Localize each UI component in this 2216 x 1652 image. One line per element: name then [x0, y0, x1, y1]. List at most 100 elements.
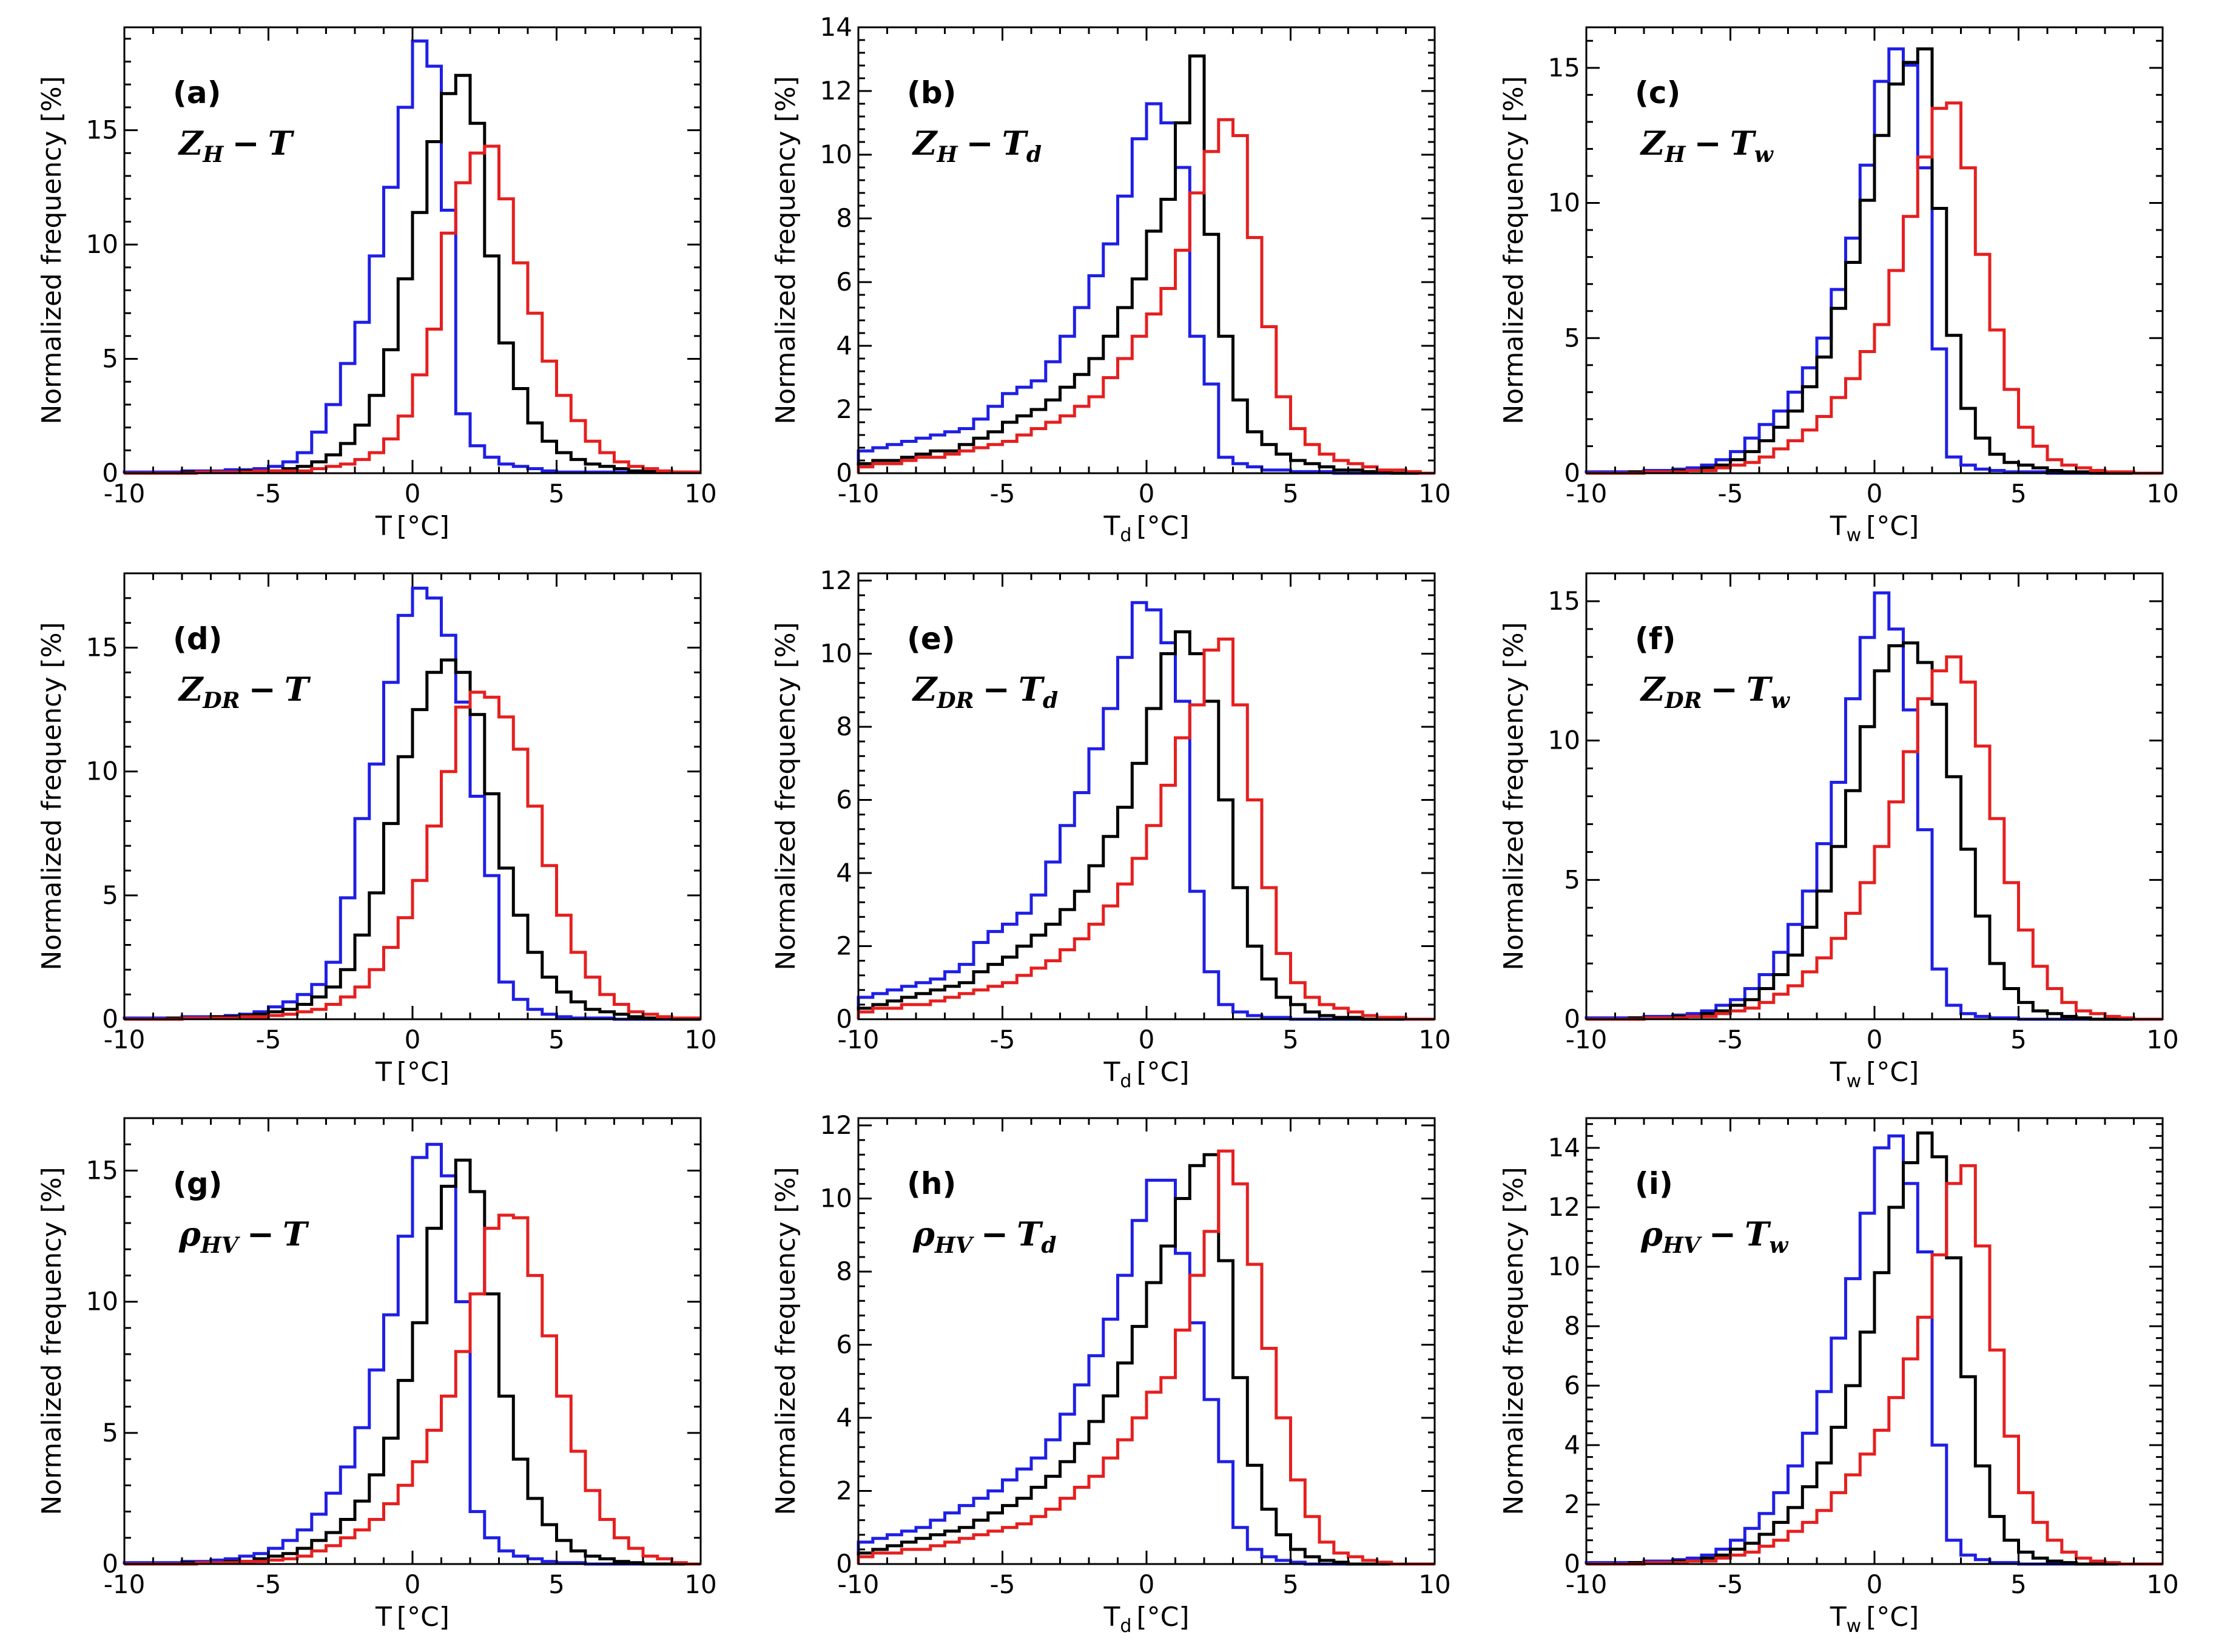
x-tick-label-e: -10: [838, 1025, 880, 1054]
x-axis-label-base: T: [1830, 511, 1847, 542]
y-axis-label-f: Normalized frequency [%]: [1498, 622, 1529, 970]
panel-e: -10 -5 0 5 10 0 2 4 6 8 10 12 Normalized frequency […: [770, 565, 1451, 1092]
formula-minus: −: [983, 670, 1010, 709]
x-axis-label-sub: d: [1120, 1616, 1131, 1637]
y-tick-label-e: 4: [836, 858, 852, 888]
y-tick-label-f: 10: [1548, 726, 1580, 755]
formula-var-sub: d: [1041, 1233, 1056, 1258]
y-tick-label-e: 0: [836, 1004, 852, 1034]
formula-var: T: [1017, 1215, 1043, 1253]
x-axis-label-unit: [°C]: [1866, 511, 1919, 542]
y-tick-label-e: 8: [836, 712, 852, 741]
panel-letter-c: (c): [1635, 75, 1680, 110]
series-red-c: [1586, 101, 2163, 475]
formula-base: ρ: [178, 1215, 201, 1253]
formula-sub: H: [202, 142, 224, 167]
panel-b: -10 -5 0 5 10 0 2 4 6 8 10 12 14 Normalized frequency…: [770, 12, 1451, 546]
x-tick-label-i: -10: [1566, 1569, 1608, 1599]
x-axis-label-sub: w: [1847, 1071, 1862, 1092]
x-tick-label-c: -10: [1566, 479, 1608, 508]
series-black-h: [857, 1153, 1435, 1566]
panel-a: -10 -5 0 5 10 0 5 10 15 Normalized frequency [%] T…: [36, 26, 717, 542]
y-axis-label-d: Normalized frequency [%]: [36, 622, 67, 970]
y-tick-label-c: 0: [1564, 458, 1580, 488]
y-tick-label-b: 8: [836, 203, 852, 233]
y-tick-label-b: 14: [820, 12, 852, 42]
x-tick-label-b: -5: [990, 479, 1015, 508]
formula-minus: −: [981, 1215, 1008, 1253]
panel-letter-a: (a): [173, 75, 221, 110]
x-tick-label-g: 0: [405, 1569, 421, 1599]
x-tick-label-e: 5: [1282, 1025, 1299, 1054]
panel-formula-f: ZDR − Tw: [1640, 670, 1791, 713]
y-tick-label-d: 15: [86, 633, 118, 662]
series-blue-e: [857, 601, 1435, 1021]
y-tick-label-h: 0: [836, 1549, 852, 1579]
y-tick-label-h: 10: [820, 1184, 852, 1213]
y-tick-label-e: 2: [836, 931, 852, 961]
y-axis-label-g: Normalized frequency [%]: [36, 1167, 67, 1515]
series-red-f: [1586, 655, 2163, 1021]
x-axis-label-c: Tw [°C]: [1830, 511, 1919, 546]
series-black-b: [857, 54, 1435, 475]
y-tick-label-i: 0: [1564, 1549, 1580, 1579]
x-tick-label-c: 10: [2146, 479, 2178, 508]
formula-sub: HV: [1662, 1233, 1702, 1258]
formula-var: T: [1746, 670, 1773, 709]
y-tick-label-i: 4: [1564, 1430, 1580, 1460]
y-tick-label-b: 0: [836, 458, 852, 488]
panel-g: -10 -5 0 5 10 0 5 10 15 Normalized frequency [%] T…: [36, 1117, 717, 1633]
x-axis-label-unit: [°C]: [1866, 1602, 1919, 1633]
x-tick-label-g: 10: [684, 1569, 716, 1599]
y-tick-label-g: 10: [86, 1287, 118, 1317]
y-tick-label-b: 2: [836, 394, 852, 424]
formula-minus: −: [232, 124, 259, 163]
panel-formula-c: ZH − Tw: [1640, 124, 1774, 167]
x-tick-label-a: 0: [405, 479, 421, 508]
y-axis-label-c: Normalized frequency [%]: [1498, 76, 1529, 424]
panel-letter-f: (f): [1635, 621, 1675, 656]
panel-formula-h: ρHV − Td: [912, 1215, 1056, 1258]
y-tick-label-a: 5: [102, 344, 118, 374]
formula-minus: −: [1694, 124, 1721, 163]
x-axis-label-base: T: [1830, 1602, 1847, 1633]
series-red-d: [124, 690, 701, 1021]
y-tick-label-b: 12: [820, 76, 852, 106]
x-tick-label-h: 5: [1282, 1569, 1299, 1599]
formula-sub: H: [1664, 142, 1686, 167]
panel-letter-h: (h): [907, 1166, 956, 1201]
x-tick-label-f: -10: [1566, 1025, 1608, 1054]
x-axis-label-base: T: [1830, 1057, 1847, 1088]
formula-var-sub: d: [1026, 142, 1042, 167]
formula-var: T: [283, 1215, 309, 1253]
x-tick-label-b: -10: [838, 479, 880, 508]
series-red-g: [124, 1213, 701, 1566]
x-tick-label-d: 10: [684, 1025, 716, 1054]
formula-var-sub: d: [1043, 688, 1058, 713]
series-red-i: [1586, 1164, 2163, 1566]
formula-base: ρ: [912, 1215, 935, 1253]
y-tick-label-h: 2: [836, 1476, 852, 1506]
y-tick-label-d: 0: [102, 1004, 118, 1034]
series-red-a: [124, 144, 701, 475]
y-tick-label-i: 6: [1564, 1370, 1580, 1400]
x-axis-label-unit: [°C]: [1136, 511, 1189, 542]
x-tick-label-b: 5: [1282, 479, 1299, 508]
formula-var: T: [1002, 124, 1029, 163]
y-axis-label-b: Normalized frequency [%]: [770, 76, 801, 424]
y-tick-label-e: 10: [820, 639, 852, 669]
y-tick-label-b: 10: [820, 140, 852, 169]
x-tick-label-d: 5: [548, 1025, 565, 1054]
x-axis-label-a: T [°C]: [375, 511, 450, 542]
x-axis-label-e: Td [°C]: [1103, 1057, 1190, 1092]
y-tick-label-c: 5: [1564, 323, 1580, 352]
x-axis-label-unit: [°C]: [397, 511, 450, 542]
x-axis-label-h: Td [°C]: [1103, 1602, 1190, 1637]
panel-formula-i: ρHV − Tw: [1640, 1215, 1789, 1258]
y-tick-label-a: 10: [86, 229, 118, 259]
formula-sub: HV: [200, 1233, 240, 1258]
x-tick-label-i: 10: [2146, 1569, 2178, 1599]
x-axis-label-unit: [°C]: [1866, 1057, 1919, 1088]
formula-var-sub: w: [1771, 688, 1791, 713]
